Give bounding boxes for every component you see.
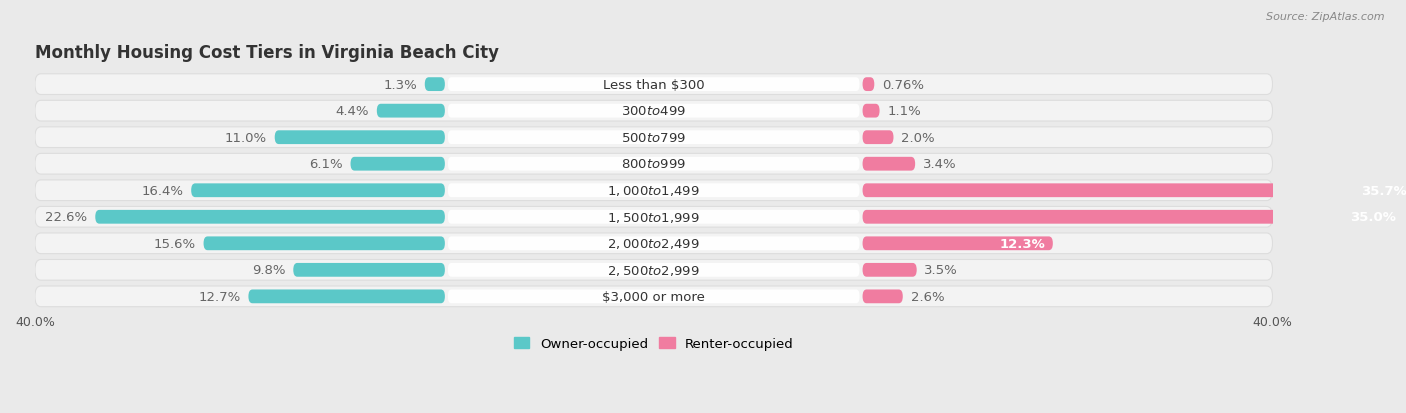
Text: $500 to $799: $500 to $799 xyxy=(621,131,686,144)
Text: 16.4%: 16.4% xyxy=(142,184,183,197)
FancyBboxPatch shape xyxy=(862,237,1053,251)
Text: Source: ZipAtlas.com: Source: ZipAtlas.com xyxy=(1267,12,1385,22)
FancyBboxPatch shape xyxy=(377,104,444,118)
Legend: Owner-occupied, Renter-occupied: Owner-occupied, Renter-occupied xyxy=(509,332,799,356)
FancyBboxPatch shape xyxy=(449,157,859,171)
FancyBboxPatch shape xyxy=(449,78,859,92)
FancyBboxPatch shape xyxy=(35,75,1272,95)
Text: 4.4%: 4.4% xyxy=(336,105,370,118)
Text: 2.6%: 2.6% xyxy=(911,290,945,303)
Text: $800 to $999: $800 to $999 xyxy=(621,158,686,171)
FancyBboxPatch shape xyxy=(274,131,444,145)
Text: 9.8%: 9.8% xyxy=(252,263,285,277)
FancyBboxPatch shape xyxy=(294,263,444,277)
Text: 1.3%: 1.3% xyxy=(384,78,418,91)
FancyBboxPatch shape xyxy=(862,78,875,92)
Text: $1,000 to $1,499: $1,000 to $1,499 xyxy=(607,184,700,198)
FancyBboxPatch shape xyxy=(449,237,859,251)
Text: 22.6%: 22.6% xyxy=(45,211,87,224)
Text: 15.6%: 15.6% xyxy=(153,237,195,250)
Text: $300 to $499: $300 to $499 xyxy=(621,105,686,118)
Text: Monthly Housing Cost Tiers in Virginia Beach City: Monthly Housing Cost Tiers in Virginia B… xyxy=(35,44,499,62)
FancyBboxPatch shape xyxy=(449,263,859,277)
FancyBboxPatch shape xyxy=(862,184,1406,198)
FancyBboxPatch shape xyxy=(449,184,859,198)
FancyBboxPatch shape xyxy=(35,286,1272,307)
Text: 12.3%: 12.3% xyxy=(1000,237,1045,250)
Text: 2.0%: 2.0% xyxy=(901,131,935,144)
FancyBboxPatch shape xyxy=(862,157,915,171)
FancyBboxPatch shape xyxy=(35,260,1272,280)
FancyBboxPatch shape xyxy=(350,157,444,171)
Text: 1.1%: 1.1% xyxy=(887,105,921,118)
FancyBboxPatch shape xyxy=(449,131,859,145)
FancyBboxPatch shape xyxy=(35,233,1272,254)
Text: 35.7%: 35.7% xyxy=(1361,184,1406,197)
Text: $1,500 to $1,999: $1,500 to $1,999 xyxy=(607,210,700,224)
Text: 11.0%: 11.0% xyxy=(225,131,267,144)
FancyBboxPatch shape xyxy=(204,237,444,251)
FancyBboxPatch shape xyxy=(862,131,893,145)
FancyBboxPatch shape xyxy=(35,207,1272,228)
Text: $2,500 to $2,999: $2,500 to $2,999 xyxy=(607,263,700,277)
FancyBboxPatch shape xyxy=(862,290,903,304)
FancyBboxPatch shape xyxy=(191,184,444,198)
FancyBboxPatch shape xyxy=(449,290,859,304)
Text: 0.76%: 0.76% xyxy=(882,78,924,91)
Text: Less than $300: Less than $300 xyxy=(603,78,704,91)
Text: 12.7%: 12.7% xyxy=(198,290,240,303)
FancyBboxPatch shape xyxy=(96,210,444,224)
Text: 35.0%: 35.0% xyxy=(1350,211,1396,224)
FancyBboxPatch shape xyxy=(35,180,1272,201)
FancyBboxPatch shape xyxy=(862,210,1405,224)
FancyBboxPatch shape xyxy=(35,101,1272,122)
FancyBboxPatch shape xyxy=(862,104,880,118)
FancyBboxPatch shape xyxy=(249,290,444,304)
Text: 3.5%: 3.5% xyxy=(924,263,957,277)
FancyBboxPatch shape xyxy=(425,78,444,92)
FancyBboxPatch shape xyxy=(35,154,1272,175)
Text: $3,000 or more: $3,000 or more xyxy=(602,290,706,303)
Text: 6.1%: 6.1% xyxy=(309,158,343,171)
FancyBboxPatch shape xyxy=(862,263,917,277)
Text: $2,000 to $2,499: $2,000 to $2,499 xyxy=(607,237,700,251)
FancyBboxPatch shape xyxy=(449,210,859,224)
FancyBboxPatch shape xyxy=(449,104,859,118)
Text: 3.4%: 3.4% xyxy=(922,158,956,171)
FancyBboxPatch shape xyxy=(35,128,1272,148)
